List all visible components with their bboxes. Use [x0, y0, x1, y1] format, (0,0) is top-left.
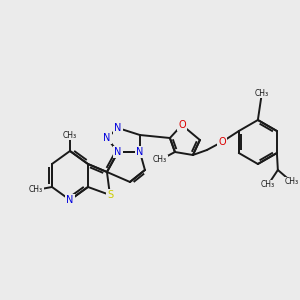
- Text: CH₃: CH₃: [261, 181, 275, 190]
- Text: N: N: [103, 133, 111, 143]
- Text: N: N: [136, 147, 144, 157]
- Text: S: S: [107, 190, 113, 200]
- Text: CH₃: CH₃: [63, 130, 77, 140]
- Text: N: N: [114, 123, 122, 133]
- Text: O: O: [178, 120, 186, 130]
- Text: N: N: [66, 195, 74, 205]
- Text: CH₃: CH₃: [255, 88, 269, 98]
- Text: CH₃: CH₃: [29, 185, 43, 194]
- Text: N: N: [114, 147, 122, 157]
- Text: CH₃: CH₃: [285, 178, 299, 187]
- Text: CH₃: CH₃: [153, 155, 167, 164]
- Text: O: O: [218, 137, 226, 147]
